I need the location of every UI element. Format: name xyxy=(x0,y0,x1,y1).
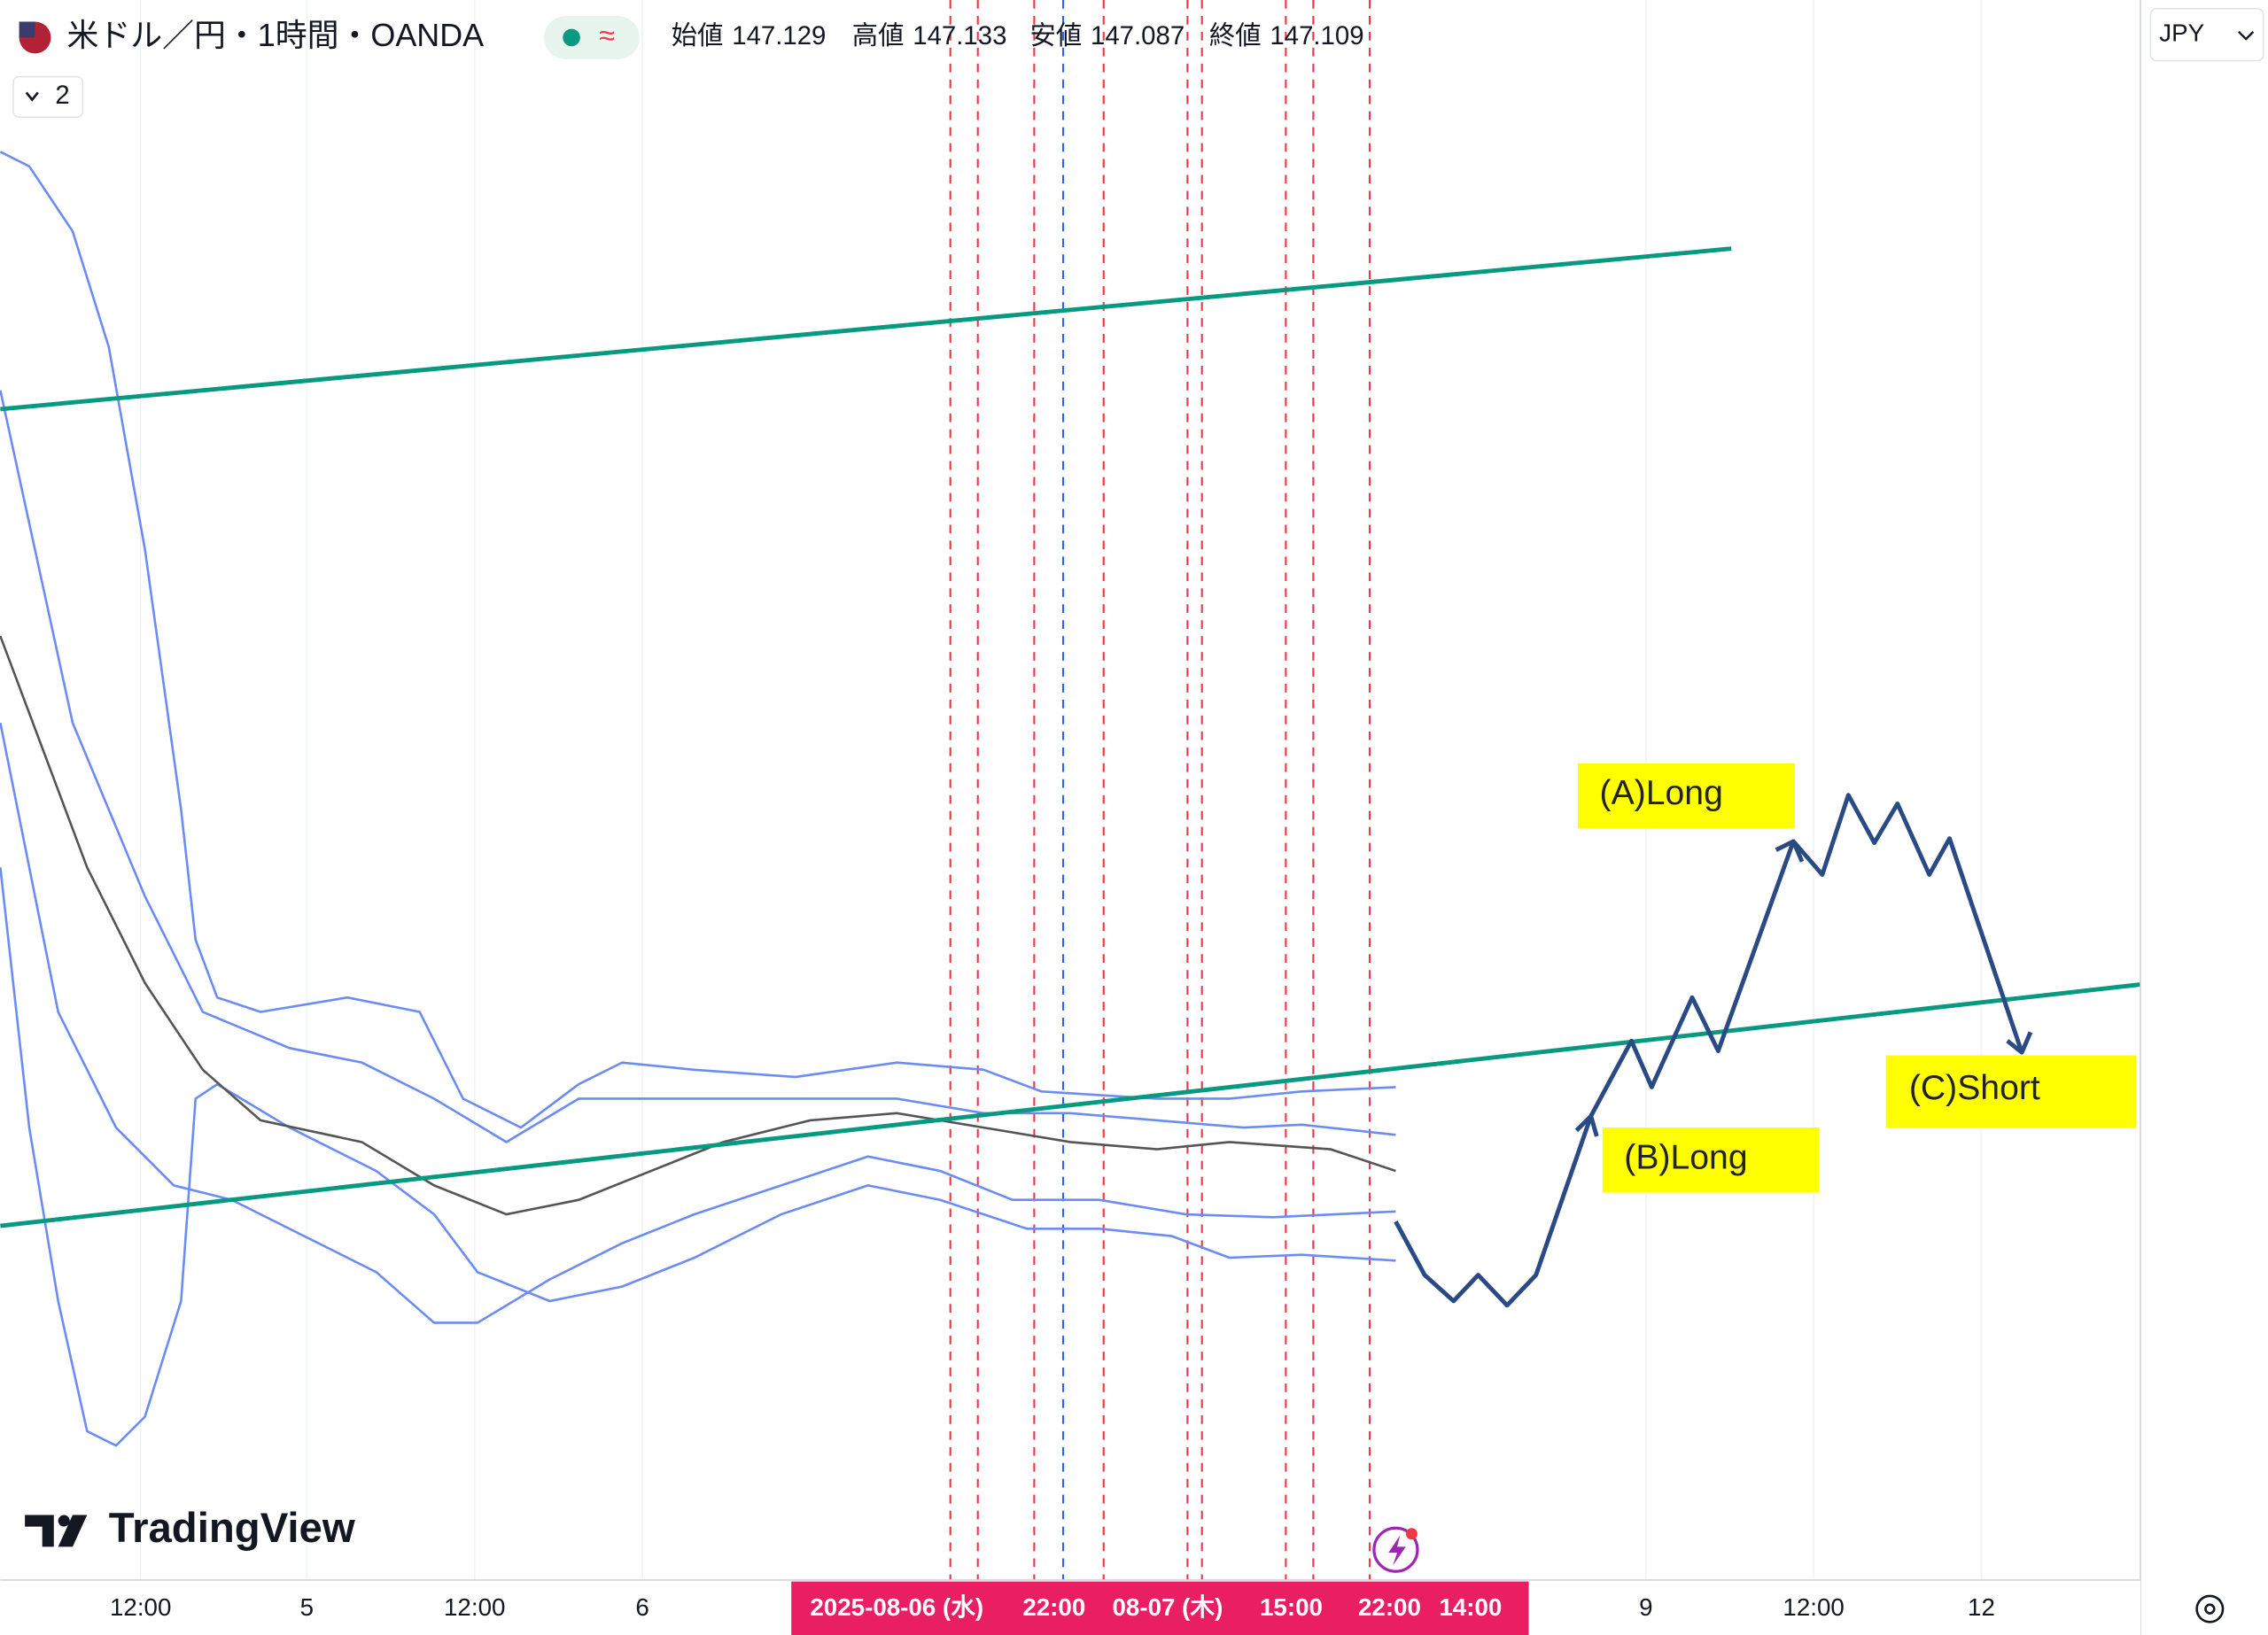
ohlc-label: 安値 xyxy=(1029,21,1082,50)
annotation: (C)Short xyxy=(1909,1069,2040,1107)
header: 米ドル／円・1時間・OANDA ≈ 始値 147.129 高値 147.133 … xyxy=(12,7,2264,119)
logo-text: TradingView xyxy=(109,1505,355,1552)
bollinger-bands xyxy=(0,151,1396,1447)
ohlc-label: 終値 xyxy=(1209,21,1262,50)
badge: ≈ xyxy=(599,19,615,51)
time-label: 5 xyxy=(300,1593,314,1621)
annotation: (B)Long xyxy=(1624,1138,1747,1176)
crosshair-label: 2025-08-06 (水) xyxy=(810,1593,983,1621)
crosshair-range: 2025-08-06 (水) 22:00 08-07 (木) 15:00 22:… xyxy=(791,1581,1529,1635)
indicator-count: 2 xyxy=(55,81,69,110)
wave-projection xyxy=(1394,793,2033,1308)
indicator-toggle[interactable] xyxy=(12,75,84,119)
price-axis xyxy=(2140,0,2268,1635)
time-label: 6 xyxy=(635,1593,649,1621)
time-label: 12:00 xyxy=(1783,1593,1844,1621)
trendlines xyxy=(0,246,2141,1228)
crosshair-label: 22:00 xyxy=(1022,1593,1085,1621)
time-label: 9 xyxy=(1639,1593,1652,1621)
alert-icon[interactable] xyxy=(1372,1526,1419,1573)
ohlc-value: 147.087 xyxy=(1091,21,1184,50)
ohlc-label: 高値 xyxy=(852,21,905,50)
crosshair-label: 14:00 xyxy=(1439,1593,1502,1621)
ohlc-value: 147.129 xyxy=(732,21,826,50)
currency-button[interactable] xyxy=(2149,7,2264,62)
crosshair-label: 08-07 (木) xyxy=(1113,1593,1223,1621)
annotations: (A)Long (B)Long (C)Short xyxy=(1578,763,2137,1193)
time-label: 12:00 xyxy=(444,1593,505,1621)
logo: TradingView xyxy=(25,1505,355,1552)
ohlc-value: 147.133 xyxy=(913,21,1006,50)
settings-icon[interactable] xyxy=(2195,1594,2225,1623)
crosshair-label: 15:00 xyxy=(1260,1593,1323,1621)
time-label: 12 xyxy=(1968,1593,1995,1621)
moving-average xyxy=(0,635,1396,1216)
crosshair-label: 22:00 xyxy=(1358,1593,1421,1621)
status-pill[interactable] xyxy=(544,15,640,59)
currency: JPY xyxy=(2159,19,2204,47)
time-labels: 12:00 5 12:00 6 9 12:00 12 xyxy=(110,1593,1995,1621)
time-label: 12:00 xyxy=(110,1593,171,1621)
ohlc-value: 147.109 xyxy=(1270,21,1363,50)
ohlc-label: 始値 xyxy=(672,21,724,50)
annotation: (A)Long xyxy=(1600,774,1723,812)
symbol: 米ドル／円・1時間・OANDA xyxy=(66,18,484,53)
